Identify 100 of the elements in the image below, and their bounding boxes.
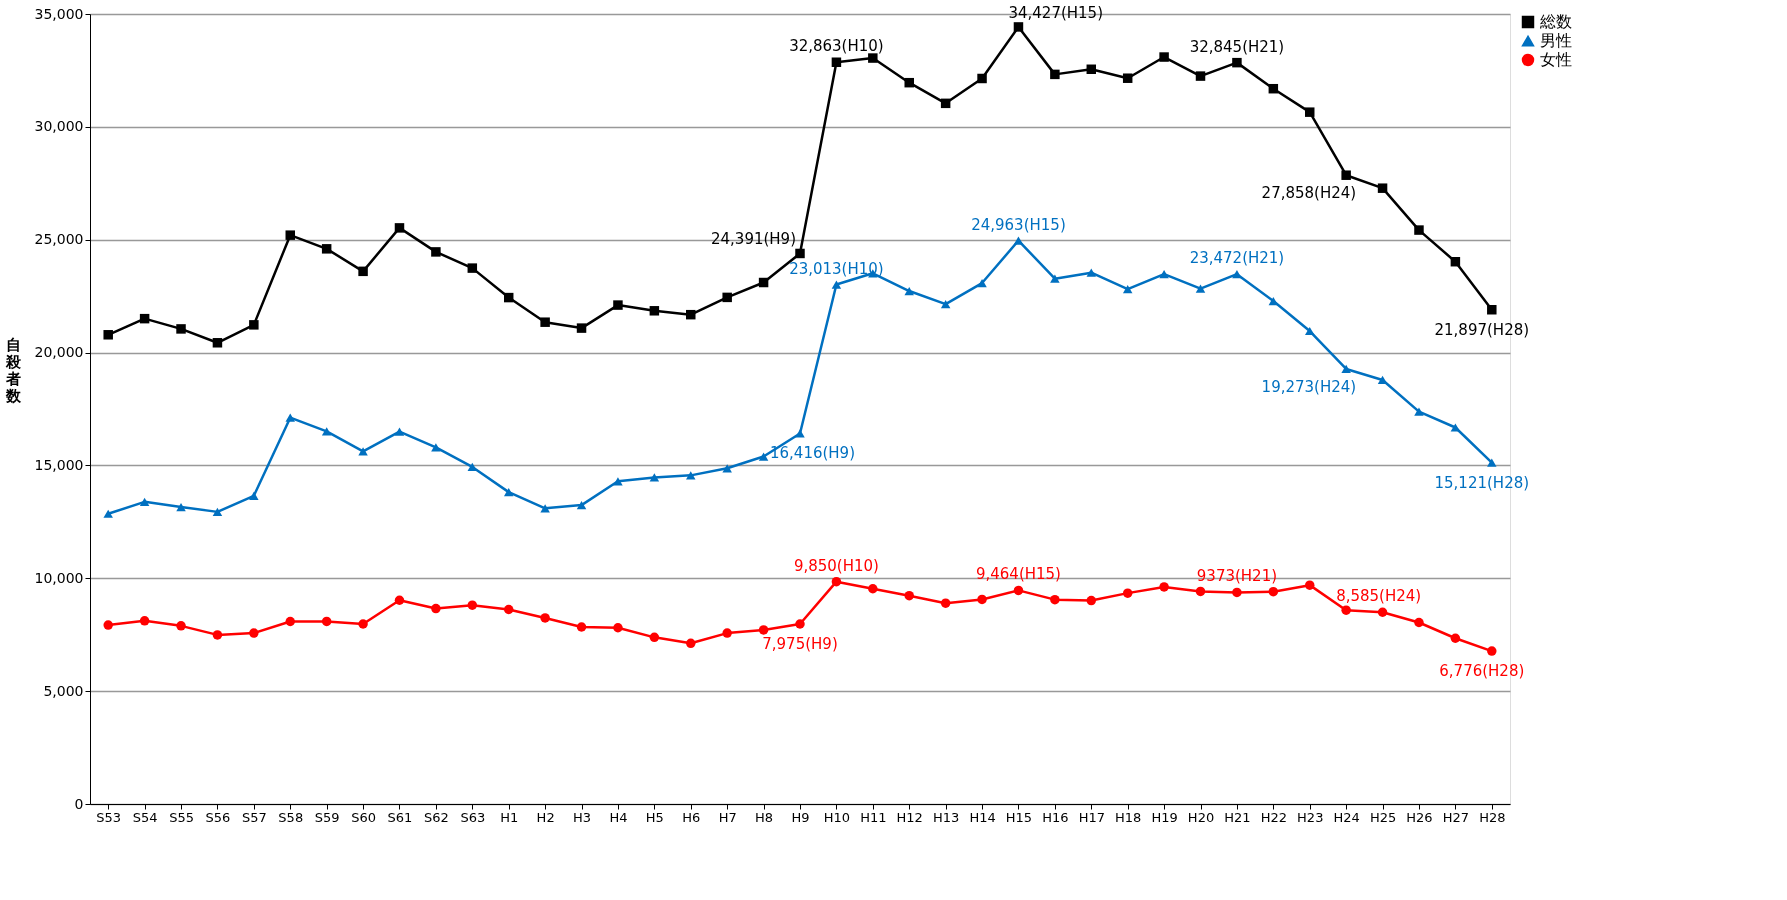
point bbox=[139, 497, 150, 506]
x-tick-label: S60 bbox=[351, 809, 376, 825]
point bbox=[758, 625, 769, 635]
x-tick-label: H16 bbox=[1042, 809, 1069, 825]
legend-label: 男性 bbox=[1540, 31, 1572, 50]
point bbox=[1013, 22, 1024, 32]
x-tick-label: H27 bbox=[1442, 809, 1470, 825]
point bbox=[904, 590, 914, 601]
annotation: 15,121(H28) bbox=[1434, 473, 1530, 492]
point bbox=[1050, 69, 1060, 80]
point bbox=[1414, 617, 1424, 628]
x-tick-label: H25 bbox=[1369, 809, 1397, 825]
point bbox=[139, 616, 150, 626]
annotation: 23,472(H21) bbox=[1189, 249, 1285, 268]
point bbox=[503, 604, 514, 615]
point bbox=[1450, 423, 1461, 432]
annotation: 9373(H21) bbox=[1196, 567, 1278, 586]
point bbox=[431, 443, 441, 452]
annotation: 24,963(H15) bbox=[971, 215, 1066, 234]
y-axis-title: 自殺者数 bbox=[4, 335, 22, 405]
point bbox=[722, 292, 732, 303]
annotation: 34,427(H15) bbox=[1008, 3, 1104, 22]
point bbox=[1305, 580, 1315, 590]
x-tick-label: H28 bbox=[1479, 809, 1506, 825]
annotation: 19,273(H24) bbox=[1261, 377, 1357, 396]
x-tick-label: H26 bbox=[1406, 809, 1433, 825]
point bbox=[613, 623, 623, 633]
x-tick-label: H19 bbox=[1151, 809, 1178, 825]
point bbox=[576, 501, 587, 510]
point bbox=[394, 223, 405, 233]
point bbox=[1305, 107, 1315, 117]
y-tick-label: 10,000 bbox=[34, 569, 84, 586]
point bbox=[503, 488, 514, 497]
point bbox=[977, 594, 987, 605]
point bbox=[940, 598, 951, 608]
point bbox=[321, 427, 332, 436]
point bbox=[831, 576, 842, 587]
point bbox=[758, 277, 769, 288]
point bbox=[358, 266, 368, 277]
point bbox=[1232, 587, 1242, 598]
point bbox=[103, 620, 113, 630]
y-tick-label: 30,000 bbox=[34, 118, 84, 135]
point bbox=[1487, 458, 1497, 467]
x-tick-label: H15 bbox=[1005, 809, 1033, 825]
annotation: 27,858(H24) bbox=[1261, 184, 1357, 203]
point bbox=[1122, 284, 1133, 294]
annotation: 9,850(H10) bbox=[793, 556, 879, 575]
annotation: 7,975(H9) bbox=[762, 634, 838, 653]
point bbox=[358, 619, 368, 629]
point bbox=[103, 509, 113, 518]
point bbox=[249, 491, 259, 500]
legend-label: 総数 bbox=[1539, 12, 1572, 31]
point bbox=[1341, 605, 1351, 615]
point bbox=[1377, 183, 1388, 193]
y-tick-label: 15,000 bbox=[34, 456, 84, 473]
point bbox=[540, 317, 550, 327]
point bbox=[1195, 586, 1206, 597]
x-tick-label: H9 bbox=[791, 809, 810, 825]
point bbox=[176, 324, 186, 334]
point bbox=[431, 603, 441, 614]
point bbox=[176, 502, 186, 512]
point bbox=[212, 507, 223, 516]
x-tick-label: H3 bbox=[573, 809, 592, 825]
point bbox=[868, 584, 878, 594]
point bbox=[1450, 256, 1461, 267]
point bbox=[467, 600, 478, 610]
point bbox=[285, 616, 295, 627]
point bbox=[940, 300, 951, 309]
x-tick-label: S56 bbox=[205, 809, 231, 825]
point bbox=[758, 452, 769, 461]
point bbox=[795, 429, 805, 438]
x-tick-label: H20 bbox=[1187, 809, 1215, 825]
x-tick-label: H10 bbox=[823, 809, 851, 825]
x-tick-label: S57 bbox=[241, 809, 267, 825]
y-tick-label: 5,000 bbox=[43, 682, 84, 699]
point bbox=[285, 230, 295, 240]
y-tick-label: 0 bbox=[74, 795, 84, 812]
y-tick-label: 25,000 bbox=[34, 231, 84, 248]
point bbox=[1013, 236, 1024, 245]
x-tick-label: S55 bbox=[169, 809, 194, 825]
point bbox=[977, 73, 987, 84]
x-tick-label: H2 bbox=[536, 809, 555, 825]
point bbox=[431, 247, 441, 257]
point bbox=[1050, 594, 1060, 605]
point bbox=[1195, 71, 1206, 81]
point bbox=[904, 286, 914, 296]
point bbox=[103, 330, 113, 340]
point bbox=[649, 632, 660, 643]
x-tick-label: H14 bbox=[969, 809, 996, 825]
point bbox=[249, 320, 259, 330]
x-tick-label: H23 bbox=[1297, 809, 1324, 825]
point bbox=[176, 621, 186, 631]
point bbox=[1159, 582, 1169, 592]
x-tick-label: S54 bbox=[132, 809, 158, 825]
point bbox=[1159, 269, 1169, 279]
x-tick-label: H4 bbox=[609, 809, 628, 825]
point bbox=[1377, 607, 1388, 617]
point bbox=[1122, 73, 1133, 83]
x-tick-label: H1 bbox=[500, 809, 519, 825]
point bbox=[139, 313, 150, 324]
